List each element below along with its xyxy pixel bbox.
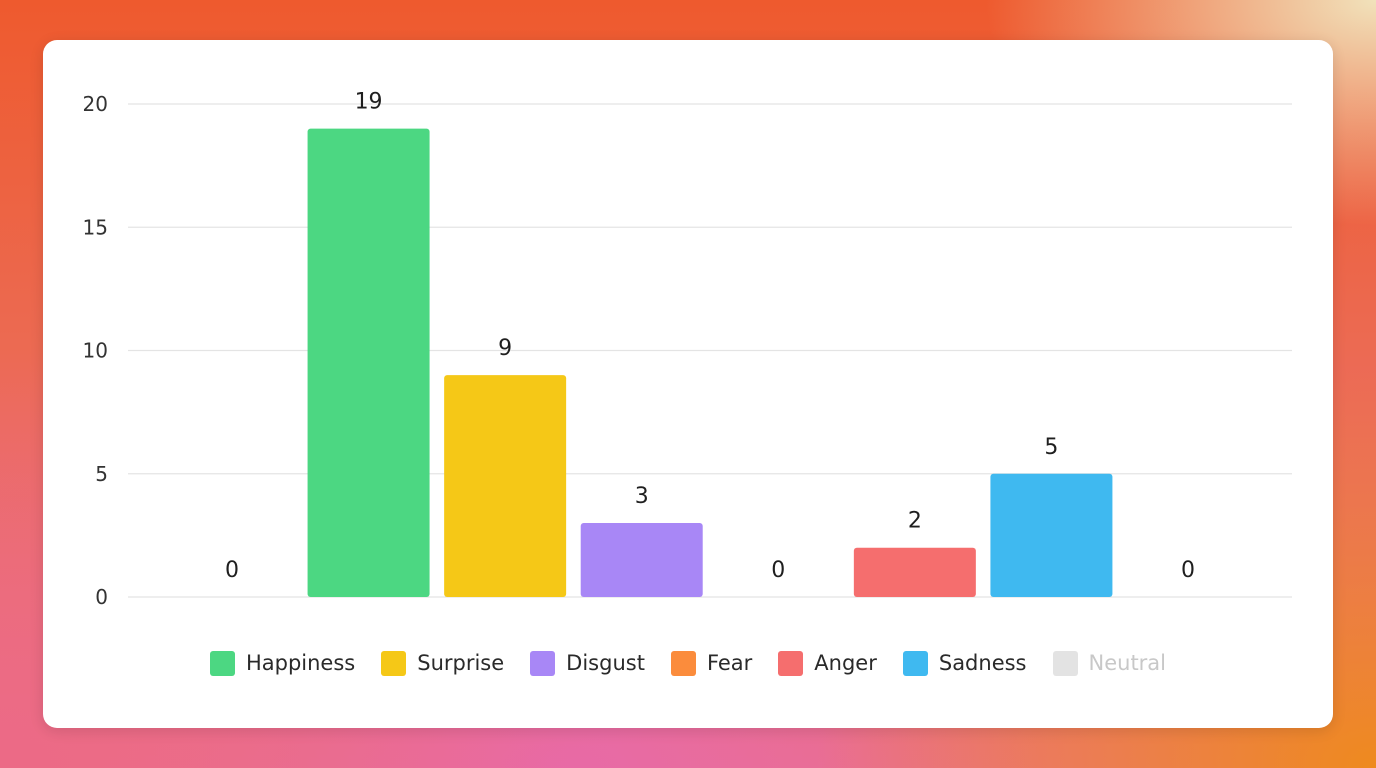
bar-value-label: 9 [498, 336, 512, 361]
bar-value-label: 2 [908, 509, 922, 534]
bar-anger[interactable] [853, 547, 976, 597]
bar-value-label: 0 [1181, 558, 1195, 583]
legend-swatch [778, 651, 804, 676]
y-tick-label: 5 [95, 462, 108, 486]
legend-label: Neutral [1088, 651, 1167, 675]
bar-value-label: 3 [635, 484, 649, 509]
y-tick-label: 15 [83, 215, 108, 239]
legend-swatch [381, 651, 407, 676]
legend-item-fear[interactable]: Fear [670, 651, 753, 676]
legend-label: Fear [706, 651, 753, 675]
legend-item-anger[interactable]: Anger [778, 651, 877, 676]
legend-label: Sadness [938, 651, 1027, 675]
legend-item-sadness[interactable]: Sadness [902, 651, 1027, 676]
chart-legend: Happiness Surprise Disgust Fear Anger Sadness… [0, 651, 1376, 676]
bar-sadness[interactable] [990, 473, 1113, 597]
bar-happiness[interactable] [307, 128, 430, 597]
legend-item-happiness[interactable]: Happiness [209, 651, 356, 676]
legend-swatch [209, 651, 235, 676]
legend-item-surprise[interactable]: Surprise [381, 651, 504, 676]
legend-label: Disgust [566, 651, 645, 675]
legend-label: Surprise [417, 651, 505, 675]
legend-swatch [530, 651, 556, 676]
legend-swatch [902, 651, 928, 676]
y-tick-label: 10 [83, 339, 108, 363]
bar-disgust[interactable] [580, 523, 703, 597]
bar-chart: 0 5 10 15 20 0 19 9 3 0 2 5 0 [83, 90, 1292, 609]
chart-card [43, 40, 1333, 728]
legend-item-neutral[interactable]: Neutral [1052, 651, 1167, 676]
legend-item-disgust[interactable]: Disgust [530, 651, 645, 676]
bar-value-label: 0 [771, 558, 785, 583]
y-tick-label: 20 [83, 92, 108, 116]
legend-swatch [670, 651, 696, 676]
y-tick-label: 0 [95, 585, 108, 609]
legend-swatch [1052, 651, 1078, 676]
bar-value-label: 5 [1044, 435, 1058, 460]
bar-value-label: 0 [225, 558, 239, 583]
bar-value-label: 19 [355, 90, 383, 115]
legend-label: Anger [814, 651, 877, 675]
legend-label: Happiness [245, 651, 356, 675]
bar-surprise[interactable] [444, 375, 567, 597]
